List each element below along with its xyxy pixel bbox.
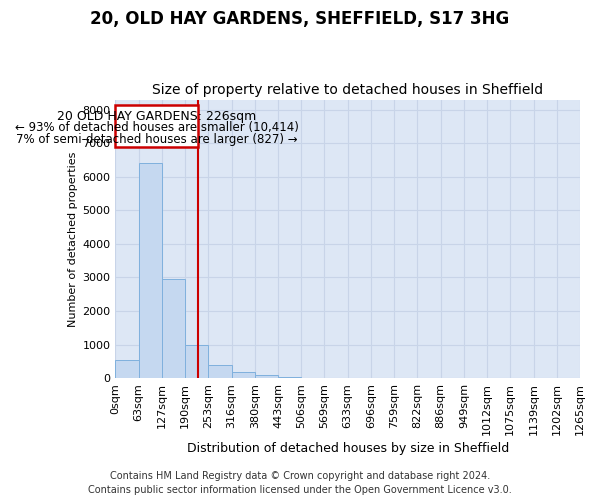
Text: 20, OLD HAY GARDENS, SHEFFIELD, S17 3HG: 20, OLD HAY GARDENS, SHEFFIELD, S17 3HG [91, 10, 509, 28]
Title: Size of property relative to detached houses in Sheffield: Size of property relative to detached ho… [152, 83, 543, 97]
FancyBboxPatch shape [115, 104, 199, 146]
Bar [185, 346, 208, 378]
Bar [162, 279, 185, 378]
X-axis label: Distribution of detached houses by size in Sheffield: Distribution of detached houses by size … [187, 442, 509, 455]
Bar [255, 375, 278, 378]
Bar [139, 164, 162, 378]
Text: 20 OLD HAY GARDENS: 226sqm: 20 OLD HAY GARDENS: 226sqm [57, 110, 257, 122]
Text: Contains HM Land Registry data © Crown copyright and database right 2024.
Contai: Contains HM Land Registry data © Crown c… [88, 471, 512, 495]
Bar [208, 366, 232, 378]
Bar [115, 360, 139, 378]
Text: ← 93% of detached houses are smaller (10,414): ← 93% of detached houses are smaller (10… [15, 122, 299, 134]
Bar [232, 372, 255, 378]
Text: 7% of semi-detached houses are larger (827) →: 7% of semi-detached houses are larger (8… [16, 133, 298, 146]
Y-axis label: Number of detached properties: Number of detached properties [68, 151, 78, 326]
Bar [278, 376, 301, 378]
